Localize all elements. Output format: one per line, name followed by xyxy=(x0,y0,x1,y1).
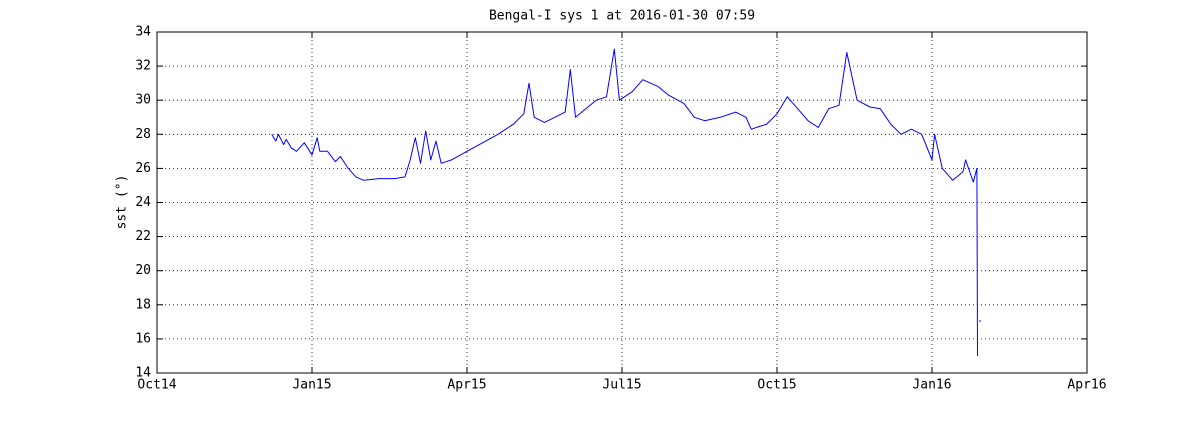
x-tick-label: Jan16 xyxy=(912,378,951,393)
y-tick-label: 24 xyxy=(135,195,151,210)
plot-frame xyxy=(156,31,1088,374)
x-tick-label: Oct14 xyxy=(137,378,176,393)
y-tick-label: 28 xyxy=(135,127,151,142)
y-tick-label: 14 xyxy=(135,366,151,381)
x-tick-label: Jul15 xyxy=(602,378,641,393)
y-tick-label: 30 xyxy=(135,93,151,108)
y-tick-label: 34 xyxy=(135,25,151,40)
x-tick-label: Oct15 xyxy=(757,378,796,393)
x-tick-label: Jan15 xyxy=(292,378,331,393)
x-tick-label: Apr16 xyxy=(1067,378,1106,393)
y-tick-label: 16 xyxy=(135,331,151,346)
y-tick-label: 18 xyxy=(135,297,151,312)
chart-title: Bengal-I sys 1 at 2016-01-30 07:59 xyxy=(489,9,755,24)
y-tick-label: 22 xyxy=(135,229,151,244)
x-tick-label: Apr15 xyxy=(447,378,486,393)
y-tick-label: 26 xyxy=(135,161,151,176)
y-tick-label: 20 xyxy=(135,263,151,278)
y-axis-label: sst (°) xyxy=(115,175,130,230)
y-tick-label: 32 xyxy=(135,59,151,74)
